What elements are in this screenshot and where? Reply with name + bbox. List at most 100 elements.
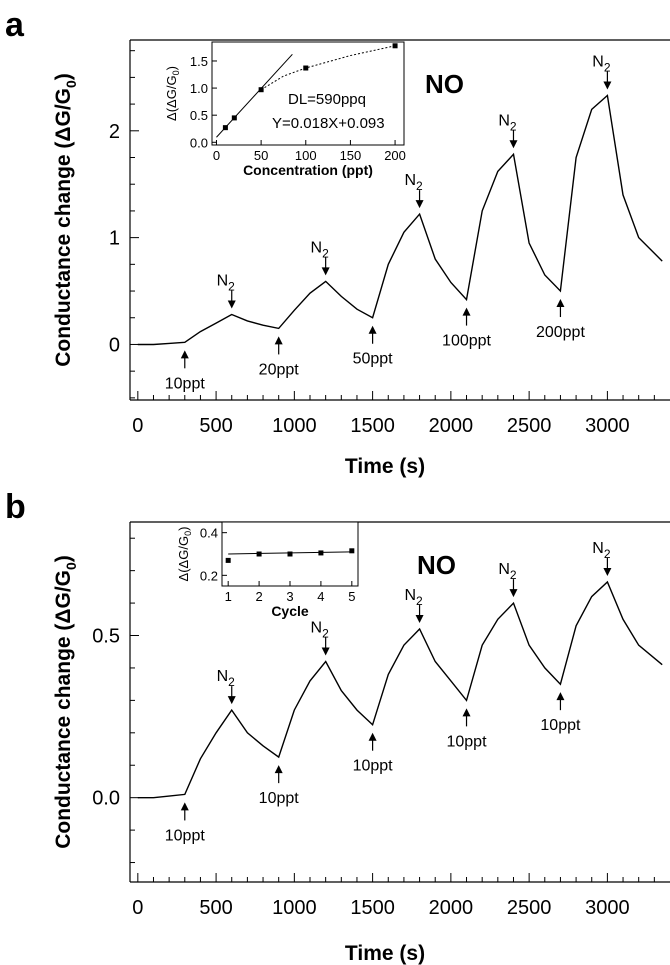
y-tick-label: 0: [109, 334, 120, 356]
inset-x-tick-label: 150: [340, 148, 362, 163]
gas-label-b: NO: [417, 550, 456, 580]
injection-label: 20ppt: [259, 361, 300, 378]
purge-label: N2: [592, 540, 611, 561]
injection-arrow-head: [462, 708, 471, 717]
purge-label: N2: [498, 561, 517, 582]
injection-label: 50ppt: [353, 351, 394, 368]
x-tick-label: 3000: [585, 897, 630, 919]
chart-b-svg: b Conductance change (ΔG/G0) Time (s) NO…: [5, 488, 670, 965]
inset-data-point: [303, 65, 309, 71]
inset-x-tick-label: 5: [348, 589, 355, 604]
inset-data-point: [287, 551, 293, 557]
purge-label: N2: [498, 112, 517, 133]
injection-label: 10ppt: [259, 790, 300, 807]
inset-y-title: Δ(ΔG/G0): [164, 66, 181, 121]
x-tick-label: 500: [199, 897, 232, 919]
y-tick-label: 0.5: [92, 626, 120, 648]
inset-x-tick-label: 0: [213, 148, 220, 163]
purge-arrow-head: [227, 696, 236, 705]
y-tick-label: 0.0: [92, 788, 120, 810]
inset-y-tick-label: 0.5: [190, 108, 208, 123]
injection-arrow-head: [274, 336, 283, 345]
inset-b: 1 2 3 4 5 0.2 0.4 Cycle Δ(ΔG/G0): [176, 521, 359, 619]
panel-a: a Conductance change (ΔG/G0) Time (s) NO…: [0, 0, 670, 480]
y-axis-title-b: Conductance change (ΔG/G0): [52, 555, 79, 849]
panel-label-b: b: [5, 488, 26, 526]
inset-x-tick-label: 100: [295, 148, 317, 163]
purge-arrow-head: [509, 589, 518, 598]
x-tick-label: 500: [199, 415, 232, 437]
inset-frame: [211, 41, 405, 146]
injection-arrow-head: [180, 802, 189, 811]
inset-x-tick-label: 200: [384, 148, 406, 163]
inset-y-tick-label: 0.0: [190, 135, 208, 150]
purge-label: N2: [404, 587, 423, 608]
purge-arrow-head: [415, 615, 424, 624]
injection-label: 10ppt: [353, 758, 394, 775]
inset-y-tick-label: 0.2: [200, 568, 218, 583]
purge-arrow-head: [415, 200, 424, 209]
purge-arrow-head: [227, 300, 236, 309]
conductance-trace-b: [137, 580, 663, 799]
injection-label: 200ppt: [536, 324, 585, 341]
inset-x-tick-label: 2: [255, 589, 262, 604]
injection-label: 10ppt: [540, 717, 581, 734]
injection-label: 10ppt: [446, 733, 487, 750]
inset-y-tick-label: 0.4: [200, 526, 218, 541]
x-tick-label: 1500: [350, 897, 395, 919]
inset-a: 0 50 100 150 200 0.0 0.5 1.0 1.5 Concentration (p…: [164, 41, 406, 178]
x-tick-label: 0: [132, 897, 143, 919]
inset-x-tick-label: 3: [286, 589, 293, 604]
x-tick-label: 1000: [272, 897, 317, 919]
injection-arrow-head: [556, 299, 565, 308]
injection-arrow-head: [556, 692, 565, 701]
injection-arrow-head: [462, 307, 471, 316]
injection-label: 10ppt: [165, 375, 206, 392]
inset-data-point: [222, 125, 228, 131]
conductance-trace-a: [137, 94, 663, 346]
purge-arrow-head: [603, 81, 612, 90]
x-axis-title-a: Time (s): [345, 455, 425, 478]
inset-x-tick-label: 1: [225, 589, 232, 604]
purge-label: N2: [217, 273, 236, 294]
inset-data-point: [318, 550, 324, 556]
x-tick-label: 0: [132, 415, 143, 437]
purge-label: N2: [311, 619, 330, 640]
inset-x-title: Cycle: [271, 603, 309, 619]
purge-label: N2: [311, 239, 330, 260]
inset-x-title: Concentration (ppt): [243, 162, 373, 178]
inset-x-tick-label: 4: [317, 589, 324, 604]
purge-arrow-head: [321, 267, 330, 276]
purge-label: N2: [404, 172, 423, 193]
purge-label: N2: [217, 668, 236, 689]
inset-data-point: [231, 115, 237, 121]
x-tick-label: 2500: [507, 897, 552, 919]
gas-label-a: NO: [425, 69, 464, 99]
y-axis-title-a: Conductance change (ΔG/G0): [52, 73, 79, 367]
inset-y-tick-label: 1.0: [190, 81, 208, 96]
inset-data-point: [225, 557, 231, 563]
chart-a-svg: a Conductance change (ΔG/G0) Time (s) NO…: [5, 6, 670, 478]
inset-fit-line: [216, 53, 293, 138]
injection-label: 100ppt: [442, 333, 491, 350]
injection-arrow-head: [274, 765, 283, 774]
inset-x-tick-label: 50: [254, 148, 268, 163]
x-tick-label: 2000: [429, 415, 474, 437]
x-tick-label: 2500: [507, 415, 552, 437]
x-tick-label: 1500: [350, 415, 395, 437]
inset-y-title: Δ(ΔG/G0): [176, 527, 193, 582]
injection-arrow-head: [180, 350, 189, 359]
x-tick-label: 3000: [585, 415, 630, 437]
injection-arrow-head: [368, 325, 377, 334]
injection-label: 10ppt: [165, 827, 206, 844]
y-tick-label: 1: [109, 228, 120, 250]
inset-data-point: [258, 87, 264, 93]
panel-b: b Conductance change (ΔG/G0) Time (s) NO…: [0, 482, 670, 965]
inset-data-point: [349, 548, 355, 554]
injection-arrow-head: [368, 732, 377, 741]
x-axis-title-b: Time (s): [345, 942, 425, 965]
panel-label-a: a: [5, 6, 25, 44]
inset-data-point: [256, 551, 262, 557]
x-tick-label: 2000: [429, 897, 474, 919]
detection-limit-label: DL=590ppq: [288, 91, 366, 108]
